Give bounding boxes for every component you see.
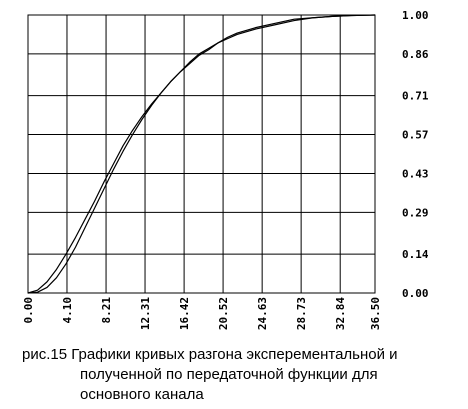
x-tick-label: 4.10 <box>61 297 74 324</box>
caption-line-3: основного канала <box>80 386 204 403</box>
x-tick-label: 28.73 <box>295 297 308 330</box>
response-curves-chart: 1.00 0.86 0.71 0.57 0.43 0.29 0.14 0.00 0.00 4.1… <box>22 9 429 330</box>
x-tick-label: 12.31 <box>139 297 152 330</box>
y-tick-label: 0.71 <box>402 90 429 103</box>
x-tick-label: 24.63 <box>256 297 269 330</box>
x-tick-label: 16.42 <box>178 297 191 330</box>
transfer-function-curve <box>27 14 376 294</box>
chart-series <box>27 14 376 294</box>
y-tick-label: 0.14 <box>402 248 429 261</box>
y-tick-label: 0.29 <box>402 206 429 219</box>
x-tick-label: 8.21 <box>100 297 113 324</box>
figure-caption: рис.15 Графики кривых разгона эксперемен… <box>22 345 462 405</box>
x-axis-ticks: 0.00 4.10 8.21 12.31 16.42 20.52 24.63 28.73 32.… <box>22 297 382 330</box>
caption-line-2: полученной по передаточной функции для <box>80 366 378 383</box>
chart-grid <box>28 15 375 293</box>
x-tick-label: 0.00 <box>22 297 35 324</box>
experimental-curve <box>27 14 376 294</box>
y-tick-label: 1.00 <box>402 9 429 22</box>
y-tick-label: 0.43 <box>402 167 429 180</box>
y-tick-label: 0.86 <box>402 48 429 61</box>
y-tick-label: 0.00 <box>402 287 429 300</box>
x-tick-label: 36.50 <box>369 297 382 330</box>
plot-frame <box>27 14 376 294</box>
x-tick-label: 20.52 <box>217 297 230 330</box>
y-tick-label: 0.57 <box>402 129 429 142</box>
y-axis-ticks: 1.00 0.86 0.71 0.57 0.43 0.29 0.14 0.00 <box>402 9 429 300</box>
caption-line-1: рис.15 Графики кривых разгона эксперемен… <box>22 346 398 363</box>
x-tick-label: 32.84 <box>334 297 347 330</box>
